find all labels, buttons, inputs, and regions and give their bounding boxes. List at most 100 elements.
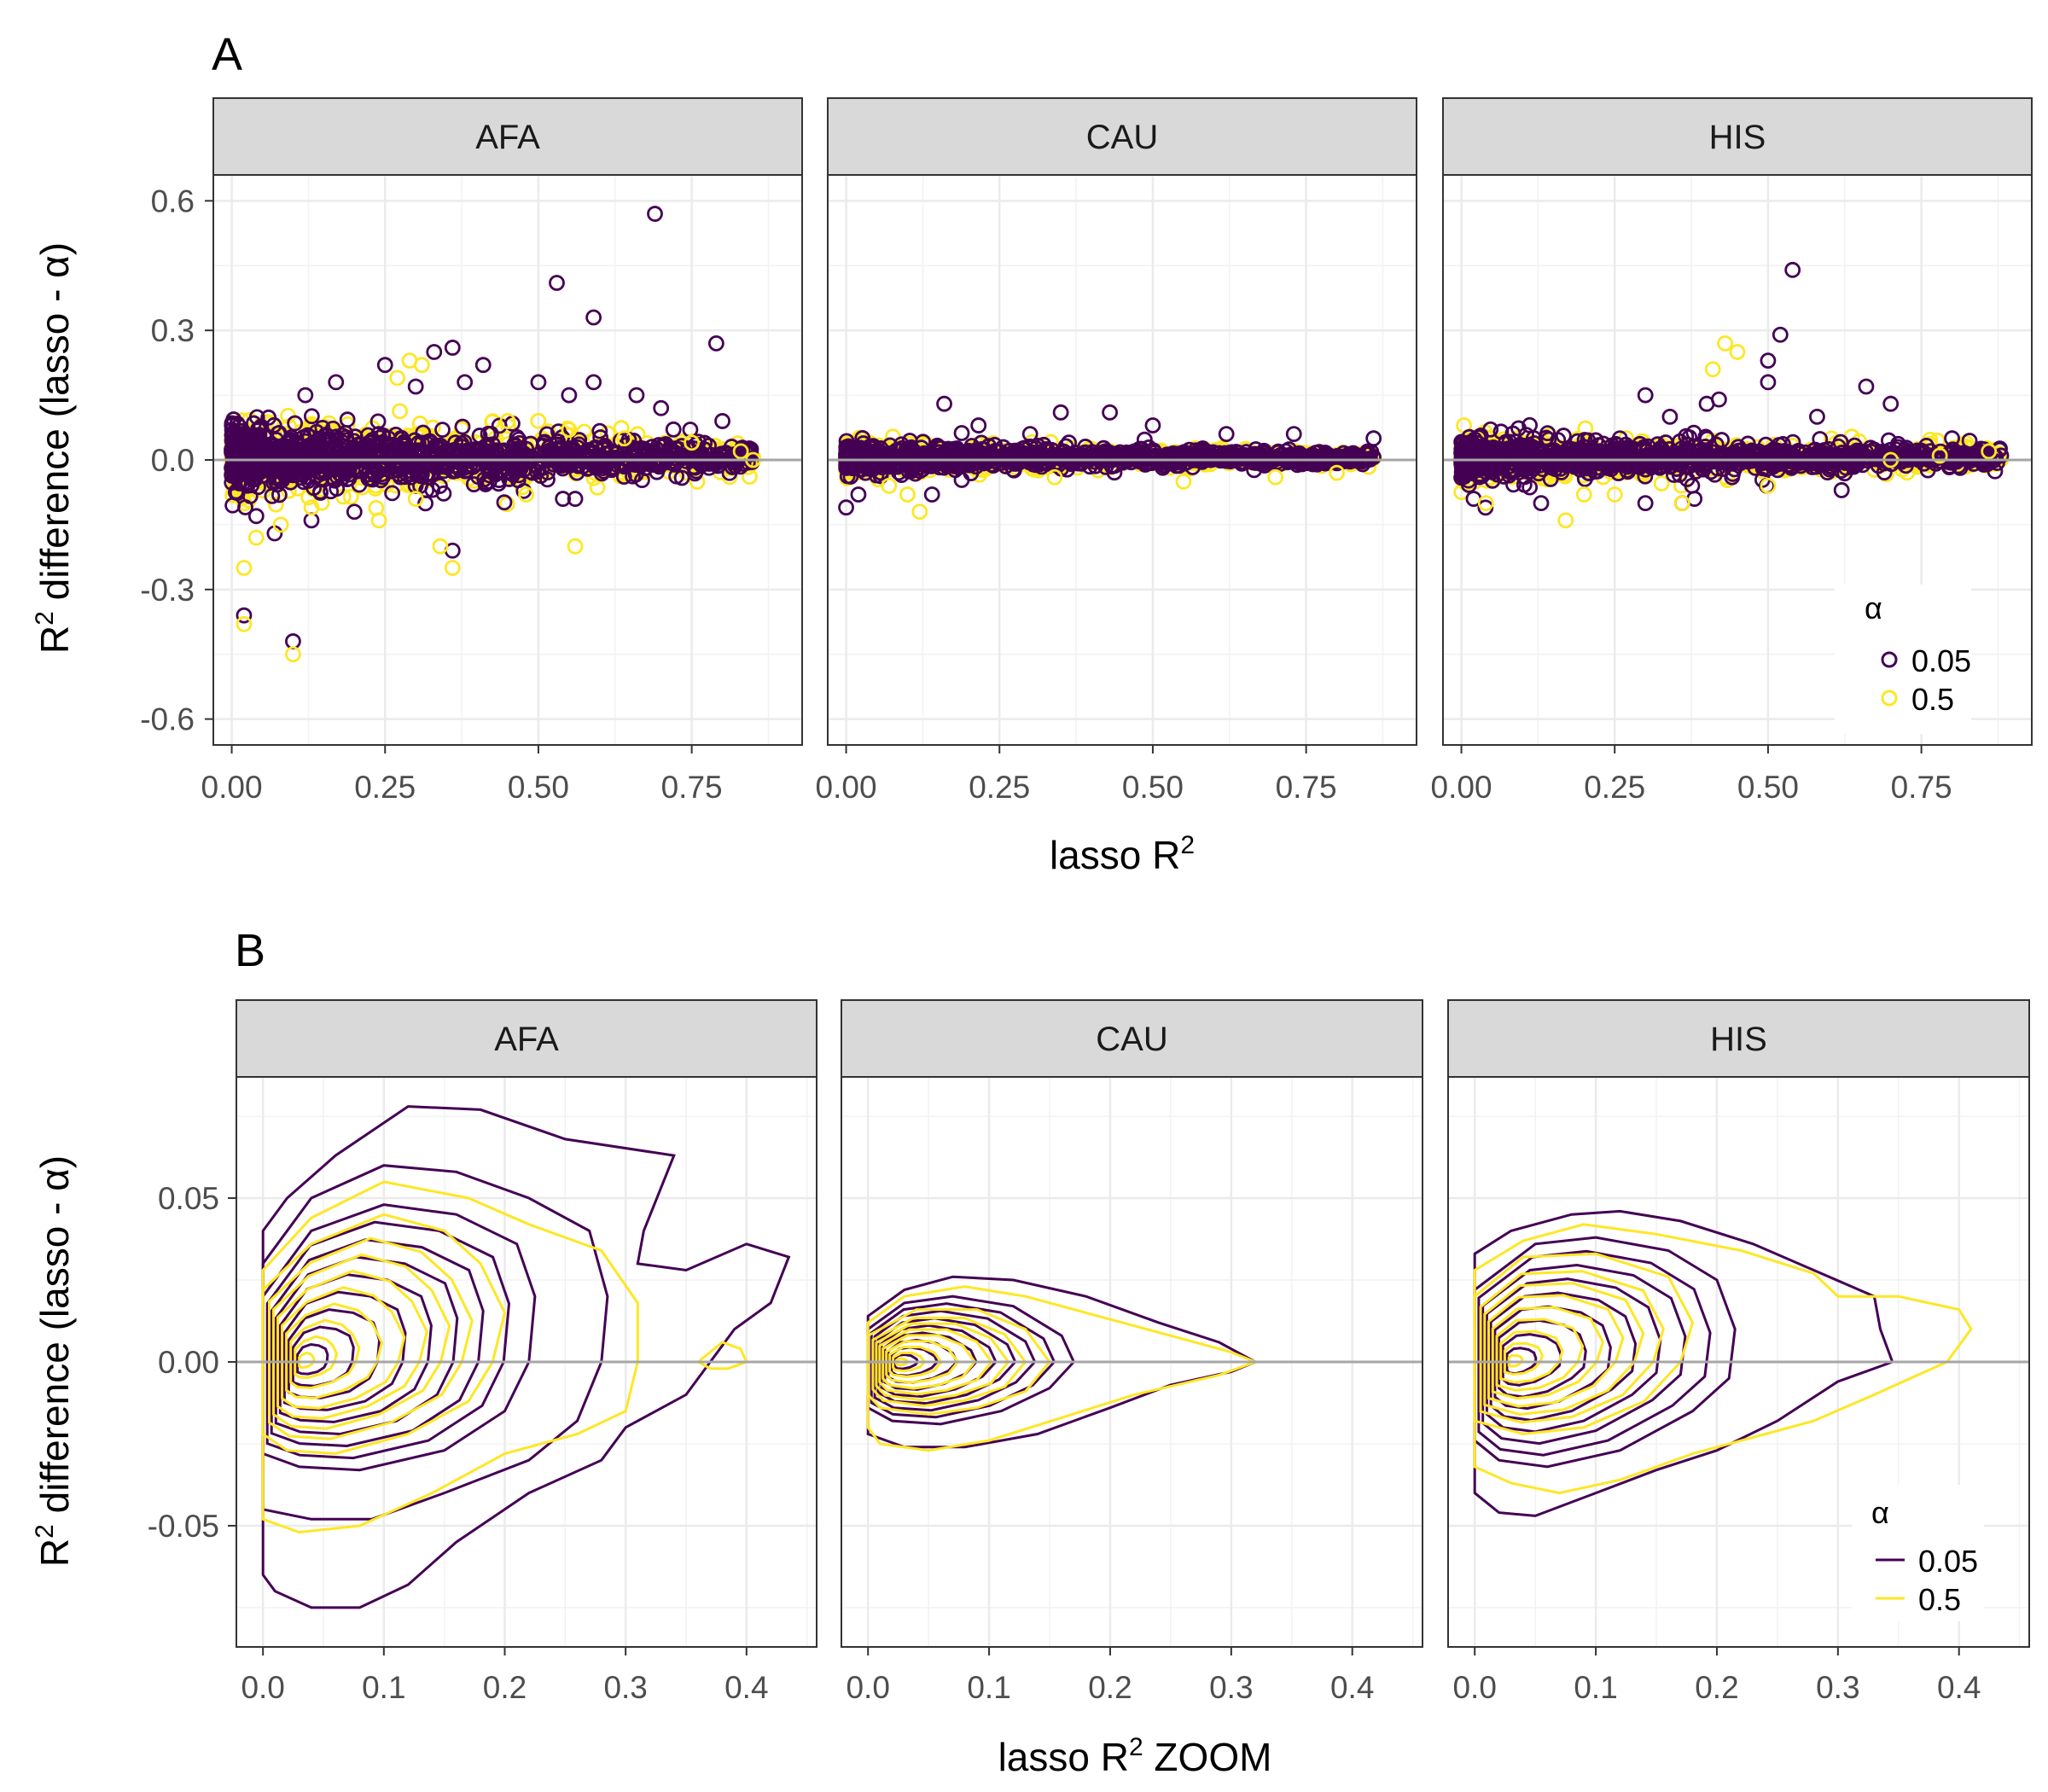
scatter-point-cloud <box>339 411 356 428</box>
scatter-point-0-5 <box>413 357 430 374</box>
scatter-point-cloud <box>1155 455 1171 471</box>
scatter-point-cloud <box>392 403 408 420</box>
scatter-point-0-05 <box>297 387 314 404</box>
scatter-point-cloud <box>532 454 549 471</box>
scatter-point-0-05 <box>328 374 345 391</box>
scatter-point-0-5 <box>899 486 916 503</box>
facet-strip <box>212 97 803 176</box>
scatter-point-0-5 <box>236 615 253 632</box>
scatter-point-cloud <box>496 494 513 511</box>
scatter-point-cloud <box>325 448 342 465</box>
scatter-point-cloud <box>447 434 464 451</box>
scatter-point-0-05 <box>653 399 670 416</box>
scatter-point-cloud <box>591 422 608 439</box>
scatter-point-cloud <box>277 454 294 471</box>
scatter-point-0-05 <box>1285 426 1302 443</box>
y-tick-label: -0.3 <box>140 573 195 608</box>
scatter-point-cloud <box>530 412 547 429</box>
scatter-point-cloud <box>224 432 241 449</box>
scatter-point-cloud <box>596 438 614 454</box>
scatter-point-0-05 <box>1218 426 1235 443</box>
scatter-point-cloud <box>1011 446 1028 463</box>
panel-a-letter: A <box>212 29 242 80</box>
scatter-point-0-5 <box>285 646 301 663</box>
scatter-point-0-05 <box>628 387 645 404</box>
scatter-point-0-5 <box>236 560 253 576</box>
scatter-point-cloud <box>420 465 436 482</box>
scatter-point-0-5 <box>272 516 289 533</box>
scatter-point-cloud <box>589 479 606 496</box>
scatter-point-cloud <box>454 418 471 435</box>
scatter-point-cloud <box>312 470 329 487</box>
x-tick-label: 0.75 <box>661 770 723 805</box>
scatter-point-cloud <box>305 446 323 463</box>
scatter-point-cloud <box>472 448 489 465</box>
scatter-point-0-05 <box>426 344 443 360</box>
scatter-point-cloud <box>1252 448 1269 465</box>
x-tick-label: 0.25 <box>969 770 1030 805</box>
plot-border <box>827 174 1417 746</box>
scatter-point-0-05 <box>561 387 578 404</box>
scatter-point-cloud <box>1100 450 1117 467</box>
scatter-point-0-05 <box>838 499 854 516</box>
scatter-point-0-05 <box>585 374 602 391</box>
scatter-point-cloud <box>342 488 359 505</box>
scatter-point-0-05 <box>585 309 602 326</box>
x-tick-label: 0.25 <box>354 770 416 805</box>
scatter-point-cloud <box>406 432 423 449</box>
scatter-point-cloud <box>1125 447 1142 463</box>
scatter-point-cloud <box>668 468 684 485</box>
scatter-point-0-05 <box>936 395 952 412</box>
scatter-point-cloud <box>625 468 641 485</box>
scatter-point-cloud <box>250 479 266 496</box>
x-tick-label: 0.00 <box>201 770 263 805</box>
scatter-point-cloud <box>567 449 584 466</box>
scatter-point-cloud <box>282 474 299 491</box>
scatter-point-cloud <box>482 425 499 442</box>
scatter-point-cloud <box>665 421 682 438</box>
scatter-point-cloud <box>690 433 707 451</box>
scatter-point-0-5 <box>881 477 898 494</box>
scatter-point-0-5 <box>1329 464 1345 481</box>
x-tick-label: 0.75 <box>1276 770 1337 805</box>
scatter-point-0-05 <box>530 374 547 391</box>
scatter-point-cloud <box>224 440 241 457</box>
scatter-point-cloud <box>414 434 430 451</box>
scatter-point-cloud <box>905 443 922 460</box>
y-tick-label: -0.6 <box>140 702 195 737</box>
scatter-point-cloud <box>1175 450 1191 467</box>
scatter-point-cloud <box>999 447 1015 464</box>
scatter-point-cloud <box>384 485 401 502</box>
scatter-point-cloud <box>370 426 387 443</box>
scatter-point-0-05 <box>555 491 572 507</box>
scatter-point-cloud <box>1077 450 1094 466</box>
scatter-point-cloud <box>237 499 253 515</box>
scatter-point-cloud <box>637 443 653 459</box>
scatter-point-cloud <box>228 448 245 465</box>
scatter-point-cloud <box>313 465 330 482</box>
scatter-point-cloud <box>242 454 259 471</box>
scatter-point-0-5 <box>518 486 534 503</box>
facet-strip-label: HIS <box>1709 119 1766 156</box>
scatter-point-cloud <box>492 442 509 459</box>
scatter-point-0-05 <box>1052 404 1069 421</box>
scatter-point-cloud <box>229 416 246 432</box>
scatter-point-cloud <box>580 460 597 477</box>
scatter-point-0-05 <box>474 357 492 374</box>
scatter-point-cloud <box>303 408 320 425</box>
scatter-point-cloud <box>1137 457 1154 473</box>
scatter-point-cloud <box>267 496 284 513</box>
scatter-point-0-05 <box>707 335 724 352</box>
scatter-point-cloud <box>226 460 243 477</box>
scatter-point-0-5 <box>911 503 928 521</box>
scatter-point-cloud <box>1246 462 1263 479</box>
scatter-point-cloud <box>1294 456 1311 473</box>
scatter-point-0-5 <box>616 430 632 447</box>
scatter-point-cloud <box>551 439 568 457</box>
scatter-point-cloud <box>1035 436 1052 453</box>
scatter-point-cloud <box>970 417 987 433</box>
scatter-point-0-05 <box>444 340 461 356</box>
scatter-point-0-5 <box>561 422 578 438</box>
scatter-point-0-05 <box>1365 430 1382 447</box>
